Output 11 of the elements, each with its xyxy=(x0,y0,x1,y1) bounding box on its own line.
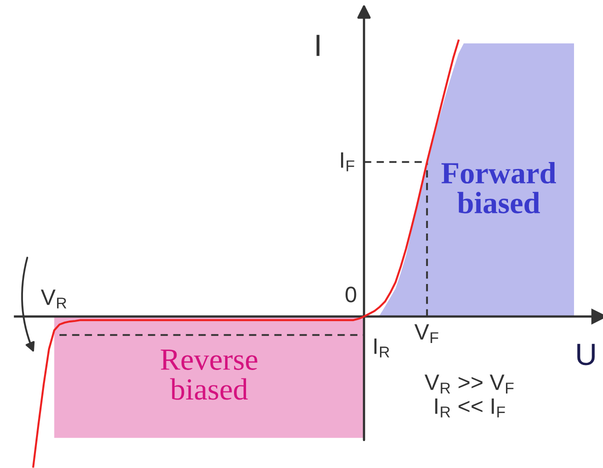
series-label: Forward biased xyxy=(441,162,556,214)
x-tick-label: V$_{R}$ xyxy=(40,290,66,308)
series-label: I$_{F}$ xyxy=(341,152,354,172)
y-axis-title: I xyxy=(316,34,320,56)
x-axis-title: U xyxy=(577,344,595,366)
x-tick-label: V$_{F}$ xyxy=(414,324,438,344)
series-label: Reverse biased xyxy=(160,350,258,400)
annotation: V$_{R}$ >> V$_{F}$ xyxy=(424,374,514,394)
series-label: I$_{R}$ xyxy=(374,338,390,358)
annotation: I$_{R}$ << I$_{F}$ xyxy=(435,398,505,418)
annotation: 0 xyxy=(346,286,356,302)
